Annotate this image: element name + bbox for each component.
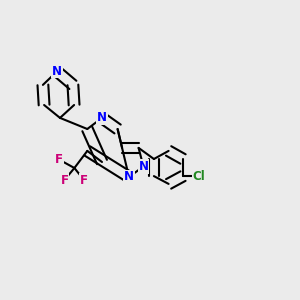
Text: N: N — [97, 111, 107, 124]
Text: N: N — [138, 160, 148, 173]
Text: N: N — [124, 170, 134, 184]
Text: F: F — [61, 173, 68, 187]
Text: Cl: Cl — [192, 169, 205, 183]
Text: F: F — [80, 173, 88, 187]
Text: F: F — [55, 153, 63, 166]
Text: N: N — [52, 65, 62, 78]
